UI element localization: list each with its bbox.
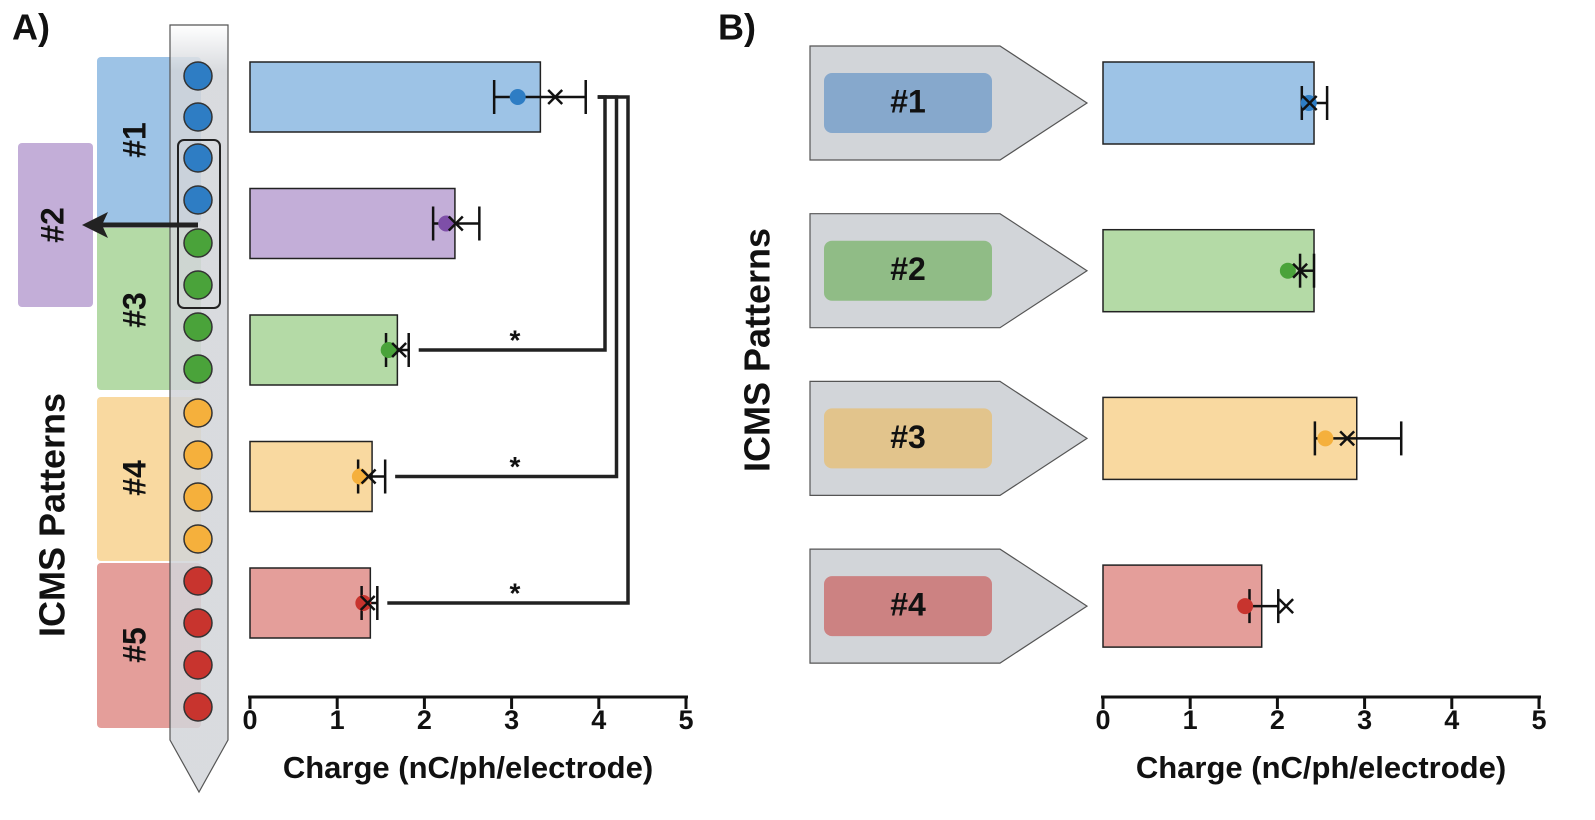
electrode-site [183, 185, 213, 215]
x-tick-label: 4 [591, 705, 606, 735]
dot-marker [509, 89, 526, 105]
x-tick-label: 0 [242, 705, 257, 735]
arrow-head [82, 212, 108, 238]
electrode-site [183, 440, 213, 470]
category-label: #2 [34, 207, 70, 243]
category-label: #4 [890, 587, 926, 623]
x-tick-label: 3 [1357, 705, 1372, 735]
category-label: #3 [890, 419, 926, 455]
y-axis-title: ICMS Patterns [32, 393, 73, 637]
bar [249, 567, 372, 639]
x-tick-label: 4 [1444, 705, 1459, 735]
electrode-sites [183, 61, 213, 722]
bar [1102, 228, 1315, 313]
electrode-site [183, 354, 213, 384]
electrode-site [183, 524, 213, 554]
x-tick-label: 0 [1095, 705, 1110, 735]
cross-marker [391, 342, 407, 358]
bar [249, 187, 456, 260]
dot-marker [1237, 598, 1254, 615]
electrode-site [183, 608, 213, 638]
electrode-site [183, 270, 213, 300]
category-label: #5 [116, 627, 152, 663]
probe-pattern [824, 240, 992, 301]
probe-pattern [824, 73, 992, 133]
dot-marker [1317, 430, 1334, 447]
significance-label: * [510, 451, 521, 482]
bar [249, 61, 542, 133]
significance-label: * [510, 577, 521, 608]
electrode-site [183, 312, 213, 342]
x-tick-label: 1 [1183, 705, 1198, 735]
category-label: #2 [890, 251, 926, 287]
electrode-site [183, 482, 213, 512]
significance-label: * [510, 324, 521, 355]
x-tick-label: 3 [504, 705, 519, 735]
electrode-site [183, 398, 213, 428]
probe-pattern [824, 408, 992, 469]
bar [249, 314, 399, 386]
cross-marker [1301, 95, 1318, 111]
panel-label: B) [718, 7, 756, 48]
x-tick-label: 1 [330, 705, 345, 735]
category-label: #4 [116, 460, 152, 496]
probe-pattern [824, 576, 992, 637]
cross-marker [547, 89, 564, 105]
bar [1102, 564, 1263, 648]
electrode-site [183, 566, 213, 596]
x-tick-label: 2 [417, 705, 432, 735]
bar [249, 440, 373, 513]
electrode-site [183, 102, 213, 132]
dot-marker [1279, 262, 1296, 279]
x-axis-title: Charge (nC/ph/electrode) [283, 750, 653, 785]
category-label: #1 [116, 122, 152, 158]
y-axis-title: ICMS Patterns [737, 228, 778, 472]
error-bar [492, 80, 587, 114]
pattern-box [18, 143, 93, 307]
electrode-site [183, 650, 213, 680]
cross-marker [360, 468, 377, 485]
dot-marker [351, 468, 368, 485]
cross-marker [1278, 598, 1295, 614]
electrode-site [183, 228, 213, 258]
dot-marker [380, 342, 397, 358]
x-axis-title: Charge (nC/ph/electrode) [1136, 750, 1506, 785]
significance-bracket [387, 95, 630, 605]
cross-marker [447, 215, 464, 232]
cross-marker [359, 595, 376, 611]
electrode-site [183, 692, 213, 722]
x-tick-label: 5 [1531, 705, 1546, 735]
cross-marker [1339, 430, 1356, 447]
cross-marker [1292, 262, 1308, 279]
electrode-site [183, 61, 213, 91]
x-tick-label: 2 [1270, 705, 1285, 735]
bar [1102, 61, 1315, 145]
category-label: #3 [116, 292, 152, 328]
electrode-site [183, 143, 213, 173]
dot-marker [355, 595, 372, 611]
significance-bracket [395, 95, 619, 479]
panel-label: A) [12, 7, 50, 48]
probes [809, 45, 1089, 664]
x-tick-label: 5 [678, 705, 693, 735]
category-label: #1 [890, 83, 926, 119]
